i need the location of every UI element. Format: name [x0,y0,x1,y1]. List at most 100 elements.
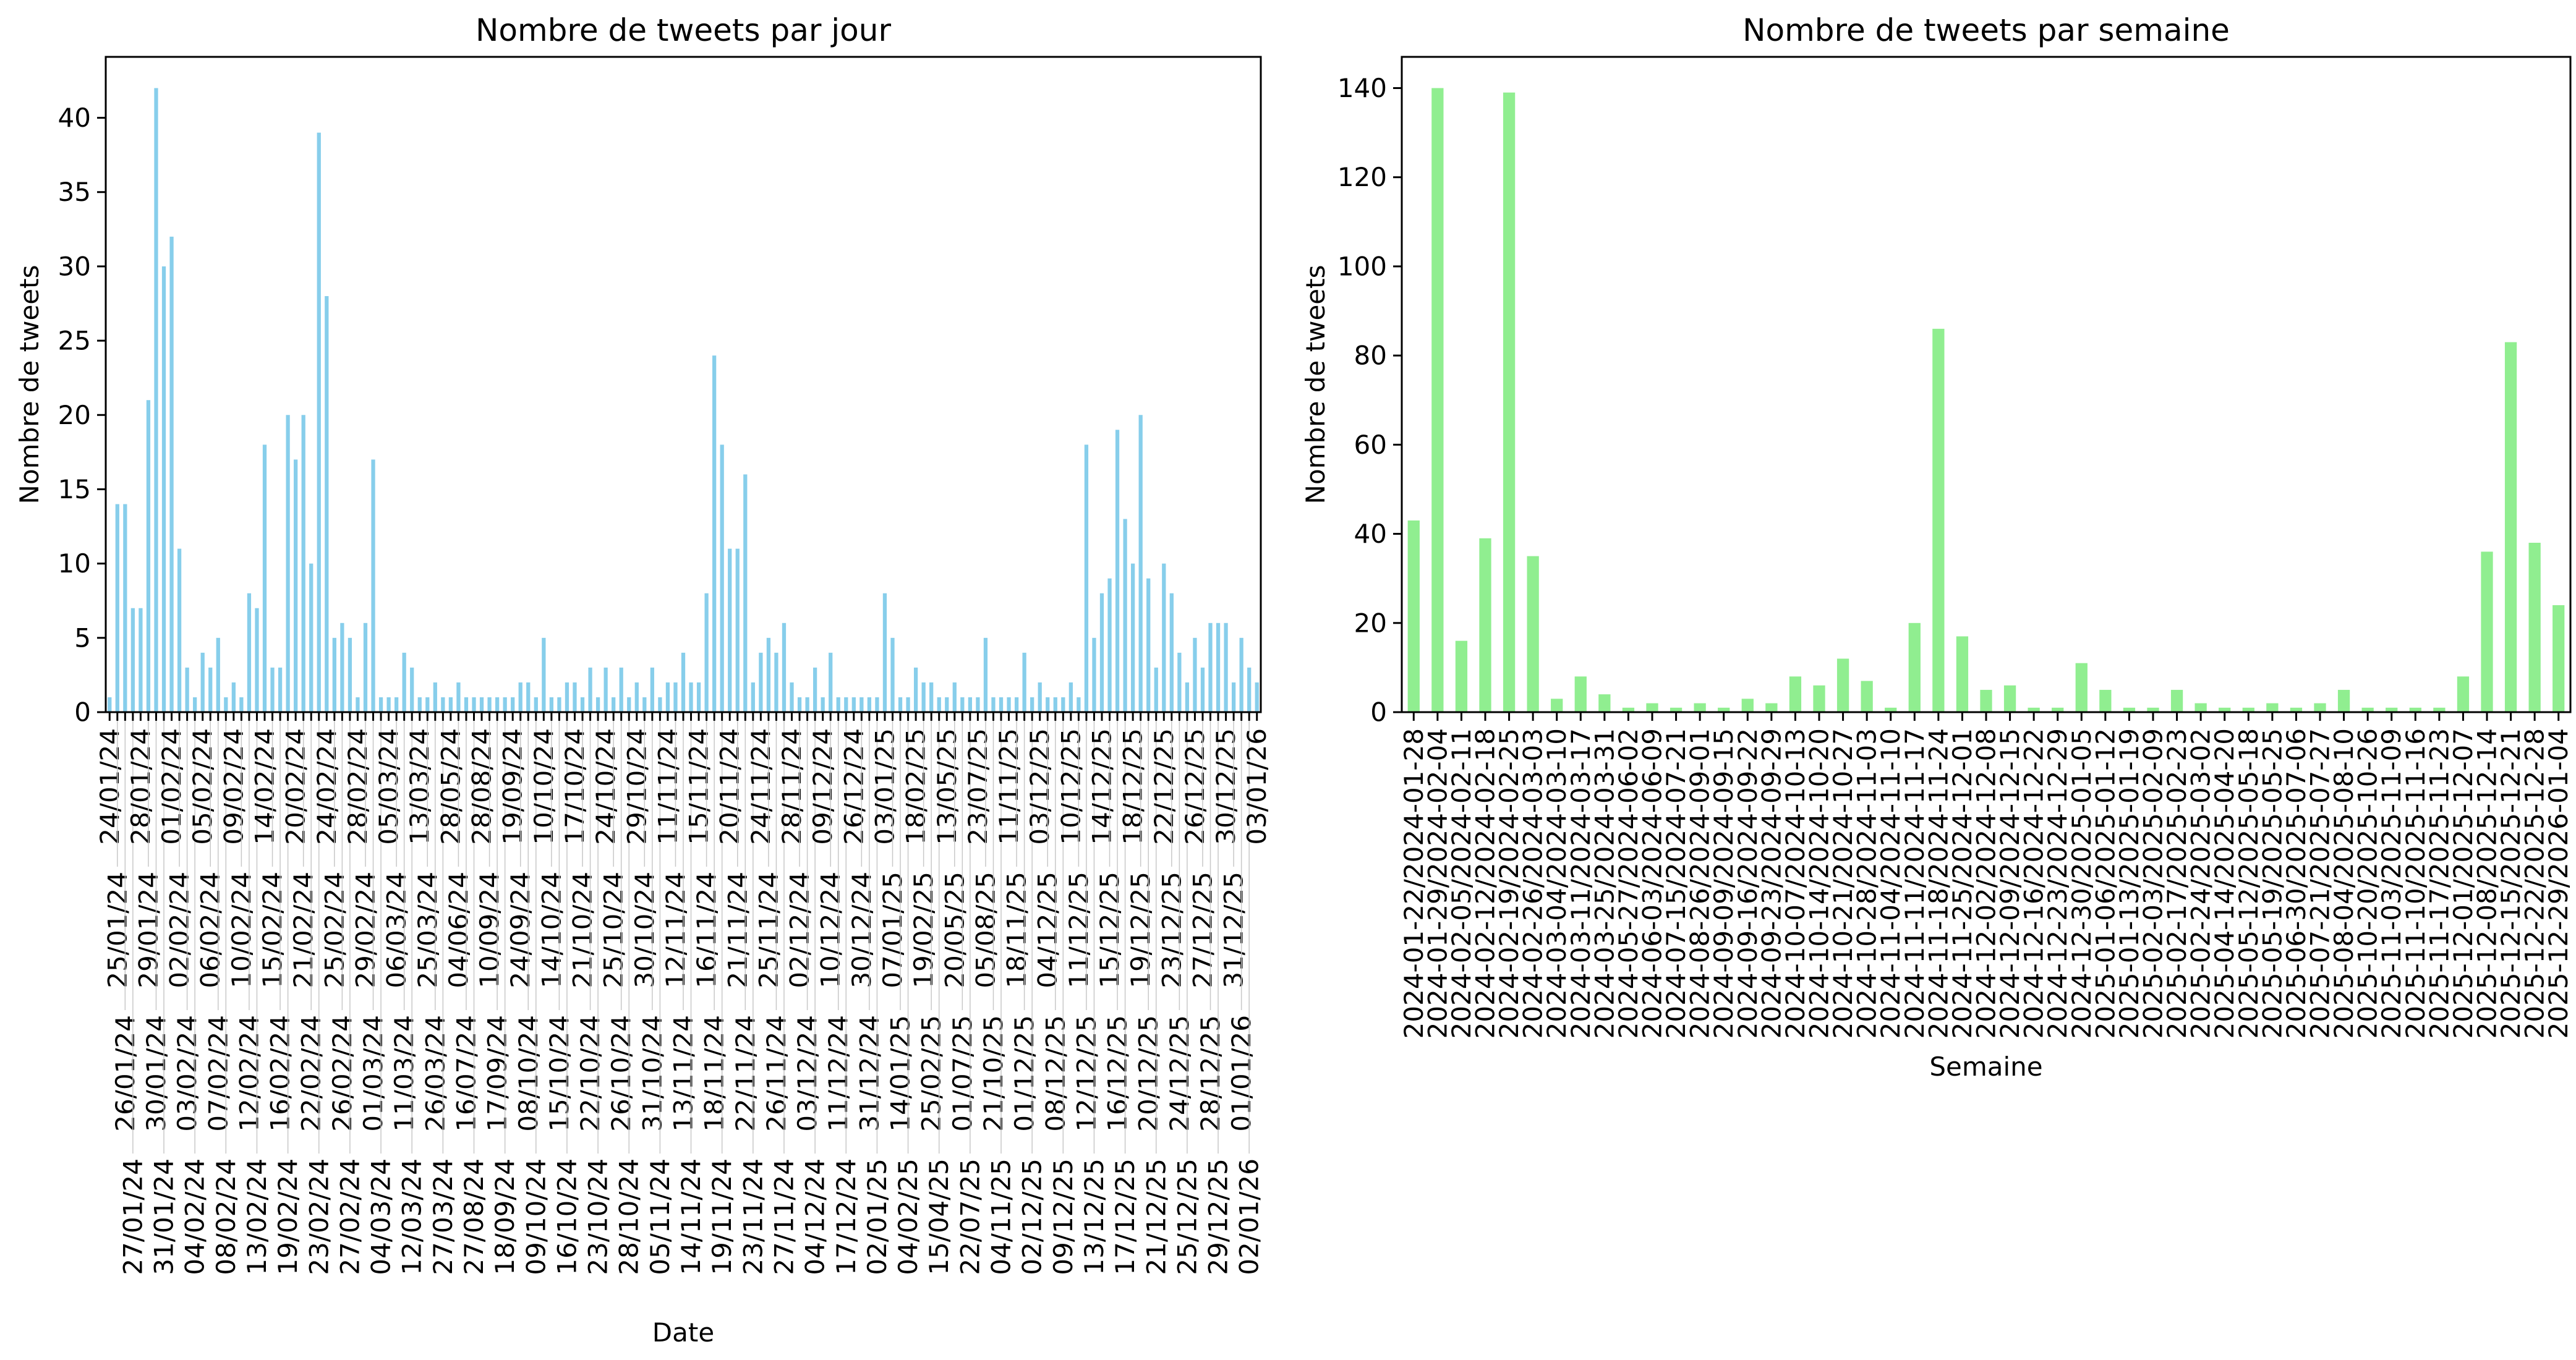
x-tick-label: 26/03/24 [420,1015,450,1132]
bar [294,459,298,712]
bar [2361,707,2374,712]
x-tick-label: 2024-03-04/2024-03-10 [1542,728,1572,1039]
y-tick-label: 80 [1354,341,1387,371]
x-tick-label: 2024-02-12/2024-02-18 [1470,728,1501,1039]
bar [378,697,383,712]
x-tick-label: 15/12/25 [1094,872,1125,988]
bar [1224,623,1228,712]
bar [2337,689,2350,712]
bar [696,682,701,712]
x-tick-label: 10/02/24 [226,872,257,988]
bar [161,266,166,712]
x-tick-label: 2025-11-10/2025-11-16 [2400,728,2431,1039]
bar [1932,328,1945,712]
bar [146,400,151,712]
x-tick-label: 14/10/24 [536,872,566,988]
x-tick-label: 25/01/24 [102,872,132,988]
bar [2052,707,2064,712]
x-tick-label: 08/10/24 [513,1015,544,1132]
x-tick-label: 2025-04-14/2025-04-20 [2209,728,2240,1039]
bar [650,667,654,712]
x-tick-label: 02/01/25 [862,1158,892,1275]
bar [2528,542,2541,712]
x-tick-label: 31/12/24 [854,1015,884,1132]
x-tick-label: 18/11/25 [1002,872,1032,988]
x-tick-label: 12/02/24 [234,1015,264,1132]
bar [851,697,856,712]
x-tick-label: 31/10/24 [637,1015,667,1132]
x-tick-label: 02/12/25 [1017,1158,1047,1275]
bar [712,355,717,712]
x-tick-label: 04/06/24 [443,872,474,988]
bar [348,637,352,712]
x-tick-label: 2025-11-03/2025-11-09 [2376,728,2407,1039]
bar [595,697,600,712]
bars [1407,88,2565,712]
x-tick-label: 24/01/24 [95,728,125,845]
x-tick-label: 23/07/25 [963,728,993,845]
x-tick-label: 13/03/24 [404,728,435,845]
x-tick-label: 31/12/25 [1219,872,1249,988]
x-tick-label: 2024-09-23/2024-09-29 [1756,728,1786,1039]
bar [627,697,631,712]
chart-title: Nombre de tweets par jour [476,12,892,48]
x-tick-label: 16/02/24 [265,1015,296,1132]
bar [2194,703,2207,712]
bar [441,697,445,712]
x-tick-label: 2024-11-11/2024-11-17 [1900,728,1930,1039]
bar [1431,88,1444,712]
bar [2075,663,2088,712]
x-tick-label: 27/08/24 [459,1158,489,1275]
x-tick-label: 28/10/24 [614,1158,644,1275]
bar [278,667,283,712]
bar [603,667,608,712]
bar [1646,703,1658,712]
x-tick-label: 2024-02-19/2024-02-25 [1494,728,1524,1039]
x-tick-label: 22/07/25 [955,1158,985,1275]
x-tick-label: 10/12/24 [816,872,846,988]
bar [812,667,817,712]
x-tick-label: 2024-12-09/2024-12-15 [1995,728,2025,1039]
x-tick-label: 01/07/25 [947,1015,978,1132]
bar [542,637,546,712]
x-tick-label: 27/03/24 [428,1158,458,1275]
x-tick-label: 2024-08-26/2024-09-01 [1685,728,1715,1039]
bar [1239,637,1243,712]
x-tick-label: 14/02/24 [250,728,280,845]
y-tick-label: 35 [58,177,91,207]
bar [882,593,887,712]
x-tick-label: 31/01/24 [149,1158,179,1275]
x-tick-label: 2024-10-21/2024-10-27 [1828,728,1858,1039]
bar [239,697,244,712]
x-tick-label: 19/09/24 [498,728,528,845]
bar [1255,682,1259,712]
x-tick-label: 16/07/24 [451,1015,481,1132]
x-tick-label: 30/10/24 [629,872,660,988]
x-tick-label: 26/02/24 [327,1015,357,1132]
x-tick-label: 25/02/24 [319,872,349,988]
x-tick-label: 15/11/24 [684,728,714,845]
x-tick-label: 23/10/24 [583,1158,613,1275]
x-tick-label: 2025-12-15/2025-12-21 [2496,728,2526,1039]
bar [2028,707,2040,712]
x-tick-label: 22/10/24 [575,1015,605,1132]
bar [1765,703,1778,712]
x-tick-label: 22/11/24 [730,1015,761,1132]
x-tick-label: 03/12/25 [1025,728,1055,845]
x-axis-label: Date [652,1317,714,1348]
bar [797,697,802,712]
bar [898,697,903,712]
bar [549,697,554,712]
y-tick-label: 5 [74,623,91,653]
bar [929,682,934,712]
x-tick-label: 2024-05-27/2024-06-02 [1613,728,1644,1039]
x-tick-label: 16/10/24 [552,1158,582,1275]
bar [456,682,461,712]
bar [1551,699,1563,712]
x-tick-label: 12/03/24 [397,1158,427,1275]
bar [2409,707,2421,712]
x-tick-label: 19/11/24 [707,1158,737,1275]
bar [487,697,492,712]
bar [836,697,840,712]
x-tick-label: 01/02/24 [156,728,187,845]
